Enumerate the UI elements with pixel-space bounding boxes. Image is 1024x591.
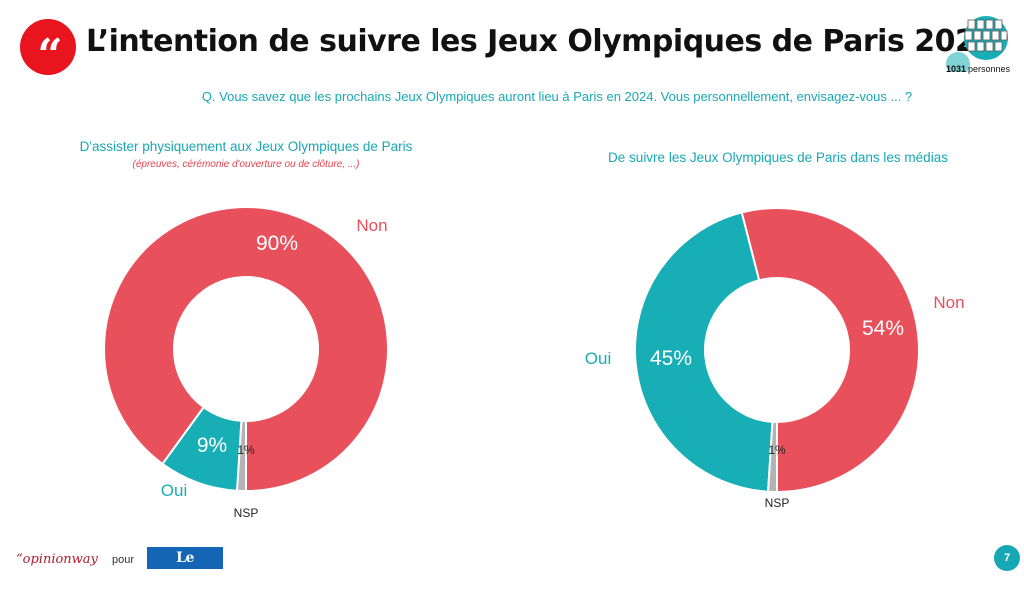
chart-2-title: De suivre les Jeux Olympiques de Paris d… xyxy=(608,150,948,165)
chart-1-slice-non xyxy=(103,206,389,493)
people-icon xyxy=(946,16,1008,72)
chart-2-value-oui: 45% xyxy=(650,347,692,370)
page-number: 7 xyxy=(994,545,1020,571)
chart-2-label-nsp: NSP xyxy=(765,496,790,510)
chart-1-value-oui: 9% xyxy=(197,434,227,457)
le-parisien-logo: Le Parisien xyxy=(147,547,223,588)
chart-2-slice-oui xyxy=(634,211,774,493)
chart-2-value-non: 54% xyxy=(862,317,904,340)
chart-1-title: D'assister physiquement aux Jeux Olympiq… xyxy=(79,139,413,154)
chart-2-label-oui: Oui xyxy=(585,349,611,368)
chart-1-slice-nsp xyxy=(236,419,247,493)
footer-for-text: pour xyxy=(112,554,135,566)
chart-1-label-nsp: NSP xyxy=(234,506,259,520)
quote-icon: “ xyxy=(20,19,76,81)
chart-2-slice-non xyxy=(740,207,920,494)
chart-1-subtitle: (épreuves, cérémonie d'ouverture ou de c… xyxy=(132,159,360,170)
donut-charts: 90% Non 9% Oui 1% NSP 54% Non 45% Oui 1% NSP xyxy=(103,206,965,520)
chart-2-slice-nsp xyxy=(767,420,778,494)
chart-1-label-oui: Oui xyxy=(161,481,187,500)
chart-2-value-nsp: 1% xyxy=(768,443,786,457)
sample-size: 1031 personnes xyxy=(946,64,1011,74)
chart-1-value-nsp: 1% xyxy=(237,443,255,457)
chart-1-label-non: Non xyxy=(356,216,387,235)
survey-question: Q. Vous savez que les prochains Jeux Oly… xyxy=(201,89,913,104)
opinionway-logo: “opinionway xyxy=(16,552,98,567)
chart-2-label-non: Non xyxy=(933,293,964,312)
chart-1-value-non: 90% xyxy=(256,232,298,255)
page-title: L’intention de suivre les Jeux Olympique… xyxy=(86,24,996,59)
